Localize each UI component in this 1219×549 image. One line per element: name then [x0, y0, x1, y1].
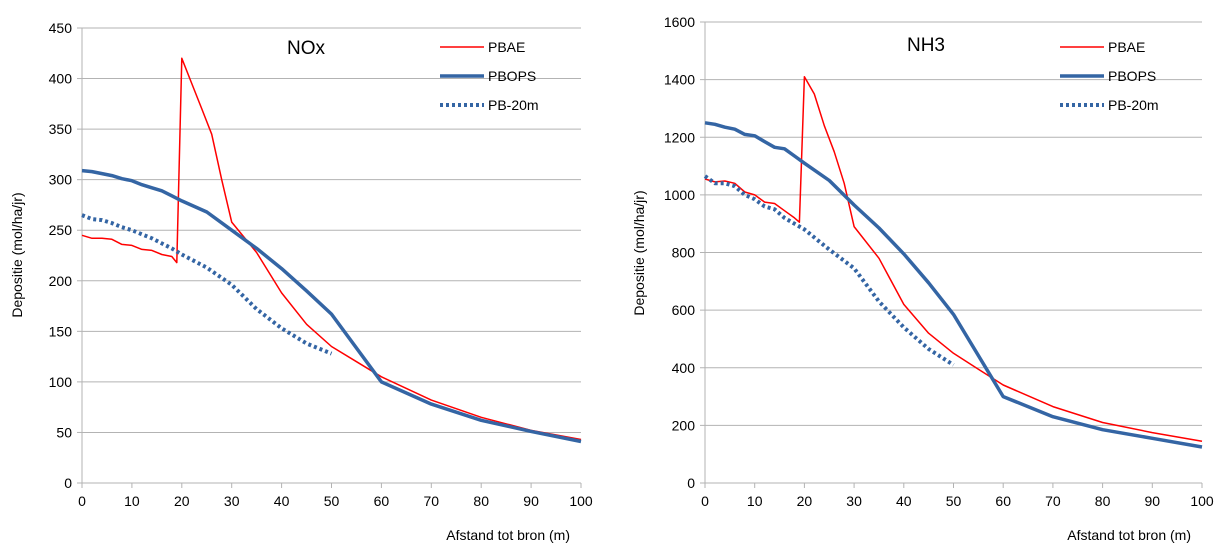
legend-label: PBOPS: [1108, 68, 1156, 84]
x-tick-label: 10: [124, 493, 140, 509]
x-tick-label: 70: [424, 493, 440, 509]
series-line-pbops: [704, 121, 1203, 449]
y-tick-label: 800: [672, 245, 696, 261]
x-tick-label: 90: [1145, 493, 1161, 509]
y-tick-label: 250: [49, 222, 73, 238]
nh3-chart: 0 200 400 600 800 1000 1200 1400 1600 0 10 20 30 40 50…: [631, 14, 1214, 543]
y-axis-label: Depositie (mol/ha/jr): [631, 190, 647, 315]
legend-label: PBOPS: [488, 68, 536, 84]
y-tick-label: 350: [49, 121, 73, 137]
x-tick-label: 0: [701, 493, 709, 509]
y-tick-label: 200: [672, 417, 696, 433]
y-tick-label: 1000: [664, 187, 695, 203]
y-tick-label: 0: [64, 475, 72, 491]
y-tick-label: 100: [49, 374, 73, 390]
x-tick-label: 80: [1095, 493, 1111, 509]
x-tick-label: 100: [569, 493, 593, 509]
y-tick-label: 150: [49, 323, 73, 339]
x-tick-label: 100: [1190, 493, 1214, 509]
x-tick-label: 20: [174, 493, 190, 509]
legend-label: PBAE: [1108, 39, 1145, 55]
x-tick-label: 30: [846, 493, 862, 509]
x-tick-label: 50: [324, 493, 340, 509]
y-tick-label: 400: [49, 71, 73, 87]
y-tick-label: 0: [687, 475, 695, 491]
y-tick-label: 1400: [664, 72, 695, 88]
y-tick-label: 600: [672, 302, 696, 318]
x-tick-label: 60: [995, 493, 1011, 509]
x-tick-label: 20: [797, 493, 813, 509]
x-tick-label: 70: [1045, 493, 1061, 509]
y-tick-label: 1200: [664, 129, 695, 145]
legend-label: PB-20m: [488, 97, 539, 113]
x-tick-label: 40: [896, 493, 912, 509]
x-axis-label: Afstand tot bron (m): [1067, 527, 1191, 543]
x-tick-label: 10: [747, 493, 763, 509]
chart-title: NOx: [287, 38, 326, 59]
series-line-pbops: [81, 168, 582, 444]
legend-label: PB-20m: [1108, 97, 1159, 113]
x-tick-label: 50: [946, 493, 962, 509]
y-tick-label: 300: [49, 172, 73, 188]
y-tick-label: 450: [49, 20, 73, 36]
x-tick-label: 90: [523, 493, 539, 509]
x-tick-label: 60: [374, 493, 390, 509]
x-tick-label: 30: [224, 493, 240, 509]
nox-chart: 0 50 100 150 200 250 300 350 400 450 0 10 20 30 40 50 60…: [9, 20, 593, 543]
series-line-pb-20m: [81, 213, 333, 356]
y-tick-label: 200: [49, 273, 73, 289]
x-axis-label: Afstand tot bron (m): [446, 527, 570, 543]
x-tick-label: 0: [78, 493, 86, 509]
series-line-pb-20m: [703, 174, 955, 367]
y-axis-label: Depositie (mol/ha/jr): [9, 192, 25, 317]
series-line-pbae: [704, 75, 1203, 442]
legend-label: PBAE: [488, 39, 525, 55]
y-tick-label: 1600: [664, 14, 695, 30]
x-tick-label: 40: [274, 493, 290, 509]
y-tick-label: 50: [56, 424, 72, 440]
y-tick-label: 400: [672, 360, 696, 376]
chart-title: NH3: [907, 35, 945, 56]
x-tick-label: 80: [473, 493, 489, 509]
